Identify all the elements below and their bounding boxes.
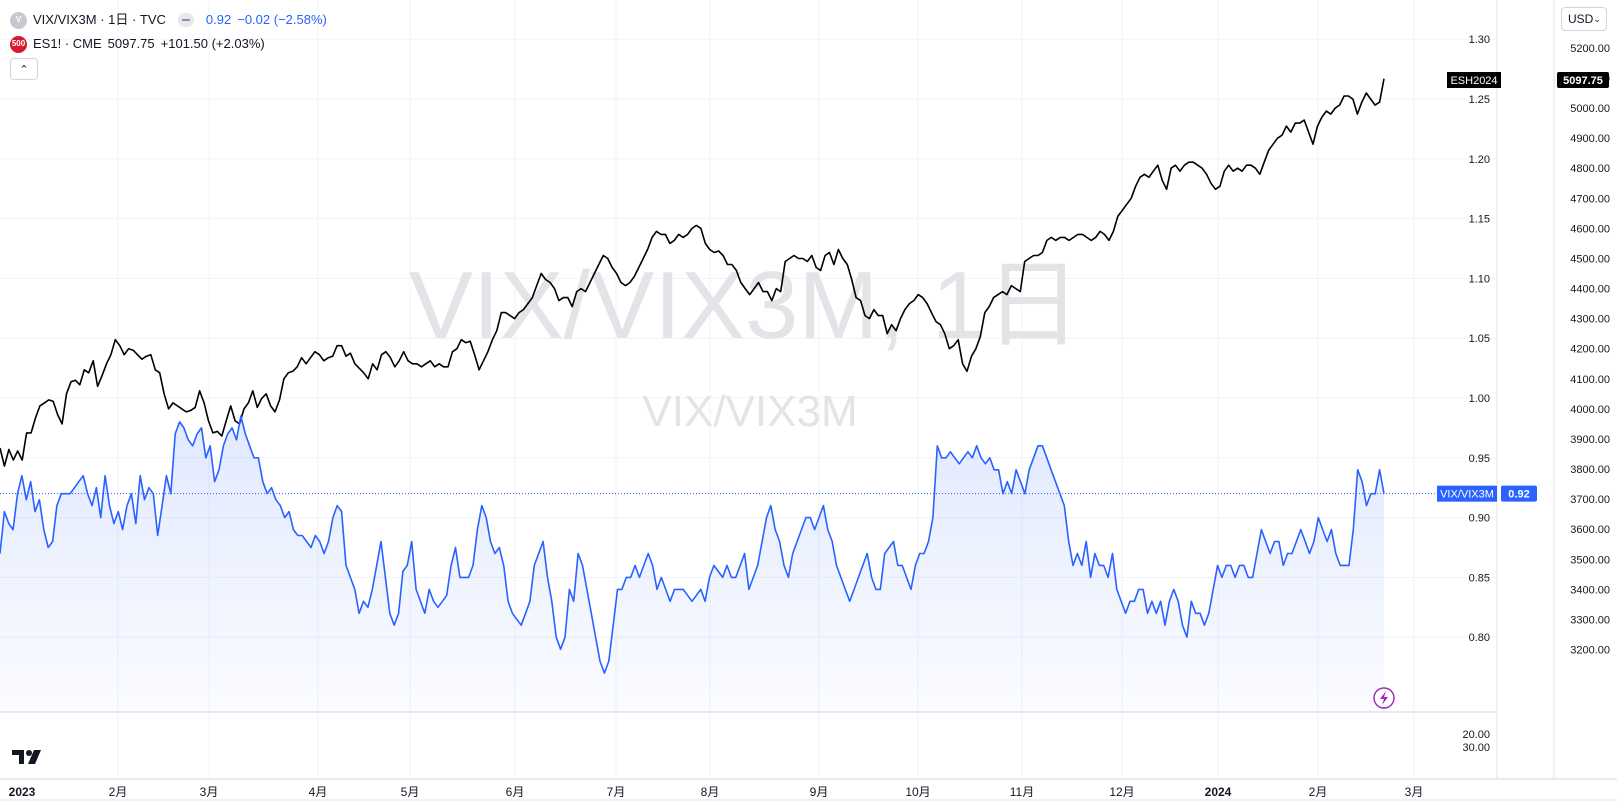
y-right-tick-label: 3900.00 xyxy=(1570,434,1610,446)
y-right-tick-label: 4100.00 xyxy=(1570,374,1610,386)
es-change: +101.50 (+2.03%) xyxy=(160,36,265,51)
es-name-label: ESH2024 xyxy=(1450,75,1497,87)
vix-name-label: VIX/VIX3M xyxy=(1440,489,1494,501)
vix-symbol-icon: V xyxy=(10,11,27,29)
x-tick-label: 7月 xyxy=(607,785,626,799)
lower-pane-tick-label: 20.00 xyxy=(1462,729,1490,741)
x-tick-label: 3月 xyxy=(200,785,219,799)
currency-label: USD xyxy=(1568,12,1594,26)
es-value: 5097.75 xyxy=(107,36,155,51)
es-value-label: 5097.75 xyxy=(1563,75,1603,87)
y-left-tick-label: 1.10 xyxy=(1469,273,1490,285)
y-left-tick-label: 0.90 xyxy=(1469,513,1490,525)
vix-series-line[interactable] xyxy=(0,415,1385,674)
legend-row-es[interactable]: 500 ES1! · CME 5097.75 +101.50 (+2.03%) xyxy=(10,32,327,56)
y-left-tick-label: 1.00 xyxy=(1469,393,1490,405)
vix-change: −0.02 (−2.58%) xyxy=(237,12,327,27)
vix-value: 0.92 xyxy=(205,12,232,27)
watermark-sub: VIX/VIX3M xyxy=(642,387,857,436)
x-tick-label: 5月 xyxy=(401,785,420,799)
y-right-tick-label: 3700.00 xyxy=(1570,494,1610,506)
vix-value-label: 0.92 xyxy=(1508,489,1529,501)
time-axis[interactable]: 2023 2月 3月 4月 5月 6月 7月 8月 9月 10月 11月 12月 2024 2月 3月 xyxy=(9,785,1424,799)
y-left-tick-label: 0.85 xyxy=(1469,572,1490,584)
tradingview-logo[interactable] xyxy=(12,748,44,766)
y-left-tick-label: 1.20 xyxy=(1469,154,1490,166)
lightning-icon[interactable] xyxy=(1373,687,1395,709)
y-right-tick-label: 5200.00 xyxy=(1570,43,1610,55)
x-tick-label: 12月 xyxy=(1109,785,1134,799)
x-tick-label: 2024 xyxy=(1205,785,1232,799)
x-tick-label: 3月 xyxy=(1405,785,1424,799)
y-right-tick-label: 3500.00 xyxy=(1570,554,1610,566)
vix-price-axis[interactable]: 1.30 1.25 1.20 1.15 1.10 1.05 1.00 0.95 0.90 0.85… xyxy=(1469,34,1490,644)
y-right-tick-label: 3800.00 xyxy=(1570,464,1610,476)
x-tick-label: 2023 xyxy=(9,785,36,799)
y-right-tick-label: 4200.00 xyxy=(1570,344,1610,356)
y-right-tick-label: 4500.00 xyxy=(1570,253,1610,265)
legend-row-vix[interactable]: V VIX/VIX3M · 1日 · TVC 0.92 −0.02 (−2.58… xyxy=(10,8,327,32)
y-left-tick-label: 0.95 xyxy=(1469,453,1490,465)
y-left-tick-label: 1.05 xyxy=(1469,333,1490,345)
chevron-down-icon: ⌄ xyxy=(1593,13,1601,24)
vix-area-fill xyxy=(0,415,1384,712)
x-tick-label: 10月 xyxy=(905,785,930,799)
collapse-legend-button[interactable]: ⌃ xyxy=(10,58,38,80)
y-left-tick-label: 1.25 xyxy=(1469,94,1490,106)
y-left-tick-label: 1.30 xyxy=(1469,34,1490,46)
y-right-tick-label: 3200.00 xyxy=(1570,645,1610,657)
y-right-tick-label: 3400.00 xyxy=(1570,584,1610,596)
legend: V VIX/VIX3M · 1日 · TVC 0.92 −0.02 (−2.58… xyxy=(10,8,327,56)
y-right-tick-label: 4400.00 xyxy=(1570,284,1610,296)
y-right-tick-label: 4800.00 xyxy=(1570,163,1610,175)
x-tick-label: 2月 xyxy=(1309,785,1328,799)
y-right-tick-label: 4300.00 xyxy=(1570,314,1610,326)
x-tick-label: 2月 xyxy=(109,785,128,799)
y-right-tick-label: 4000.00 xyxy=(1570,404,1610,416)
vix-name-label-bg xyxy=(1437,485,1497,502)
y-left-tick-label: 0.80 xyxy=(1469,632,1490,644)
es-series-line[interactable] xyxy=(0,78,1385,467)
y-right-tick-label: 3600.00 xyxy=(1570,524,1610,536)
es-title[interactable]: ES1! · CME xyxy=(33,36,102,51)
vix-value-label-bg xyxy=(1501,485,1537,502)
es-name-label-bg xyxy=(1447,72,1501,88)
es-value-label-bg xyxy=(1557,72,1609,88)
watermark-main: VIX/VIX3M, 1日 xyxy=(409,252,1081,359)
y-right-tick-label: 5000.00 xyxy=(1570,103,1610,115)
y-right-tick-label: 4900.00 xyxy=(1570,133,1610,145)
vix-title[interactable]: VIX/VIX3M · 1日 · TVC xyxy=(33,12,166,27)
currency-selector[interactable]: USD ⌄ xyxy=(1561,7,1607,31)
es-symbol-icon: 500 xyxy=(10,35,27,53)
y-right-tick-label: 3300.00 xyxy=(1570,614,1610,626)
y-right-tick-label: 4600.00 xyxy=(1570,223,1610,235)
x-tick-label: 8月 xyxy=(701,785,720,799)
x-tick-label: 6月 xyxy=(506,785,525,799)
lower-pane-tick-label: 30.00 xyxy=(1462,742,1490,754)
x-tick-label: 11月 xyxy=(1010,785,1034,799)
y-right-tick-label: 4700.00 xyxy=(1570,193,1610,205)
es-price-axis[interactable]: 5200.005100.005000.004900.004800.004700.… xyxy=(1570,43,1610,657)
y-left-tick-label: 1.15 xyxy=(1469,214,1490,226)
x-tick-label: 9月 xyxy=(810,785,829,799)
hide-series-icon[interactable] xyxy=(177,13,194,27)
chevron-up-icon: ⌃ xyxy=(19,63,29,76)
x-tick-label: 4月 xyxy=(309,785,328,799)
